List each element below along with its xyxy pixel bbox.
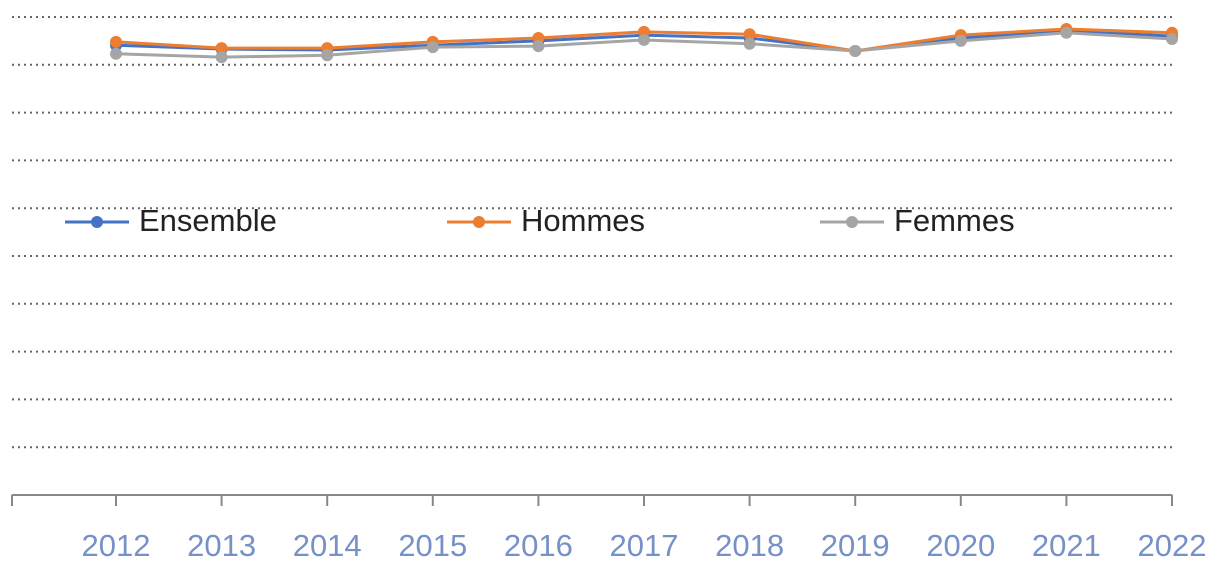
- marker: [215, 42, 228, 55]
- legend-label: Ensemble: [139, 203, 277, 238]
- x-tick-label: 2012: [82, 528, 151, 563]
- x-tick-label: 2015: [398, 528, 467, 563]
- marker: [743, 28, 756, 41]
- marker: [849, 44, 862, 57]
- x-tick-label: 2019: [821, 528, 890, 563]
- marker: [110, 47, 122, 60]
- marker: [321, 49, 334, 62]
- marker: [1166, 32, 1178, 45]
- x-tick-label: 2021: [1032, 528, 1101, 563]
- x-tick-label: 2016: [504, 528, 573, 563]
- legend-marker: [473, 216, 485, 228]
- x-tick-label: 2020: [926, 528, 995, 563]
- legend-marker: [91, 216, 103, 228]
- marker: [426, 41, 439, 54]
- marker: [954, 34, 967, 47]
- x-tick-label: 2013: [187, 528, 256, 563]
- marker: [638, 33, 650, 46]
- x-tick-label: 2014: [293, 528, 362, 563]
- marker: [215, 51, 228, 64]
- legend-label: Femmes: [894, 203, 1015, 238]
- x-tick-label: 2022: [1138, 528, 1207, 563]
- marker: [1060, 26, 1073, 39]
- marker: [743, 37, 756, 50]
- marker: [110, 35, 122, 48]
- marker: [532, 40, 545, 53]
- x-tick-label: 2017: [610, 528, 679, 563]
- legend-label: Hommes: [521, 203, 645, 238]
- legend-marker: [846, 216, 858, 228]
- x-tick-label: 2018: [715, 528, 784, 563]
